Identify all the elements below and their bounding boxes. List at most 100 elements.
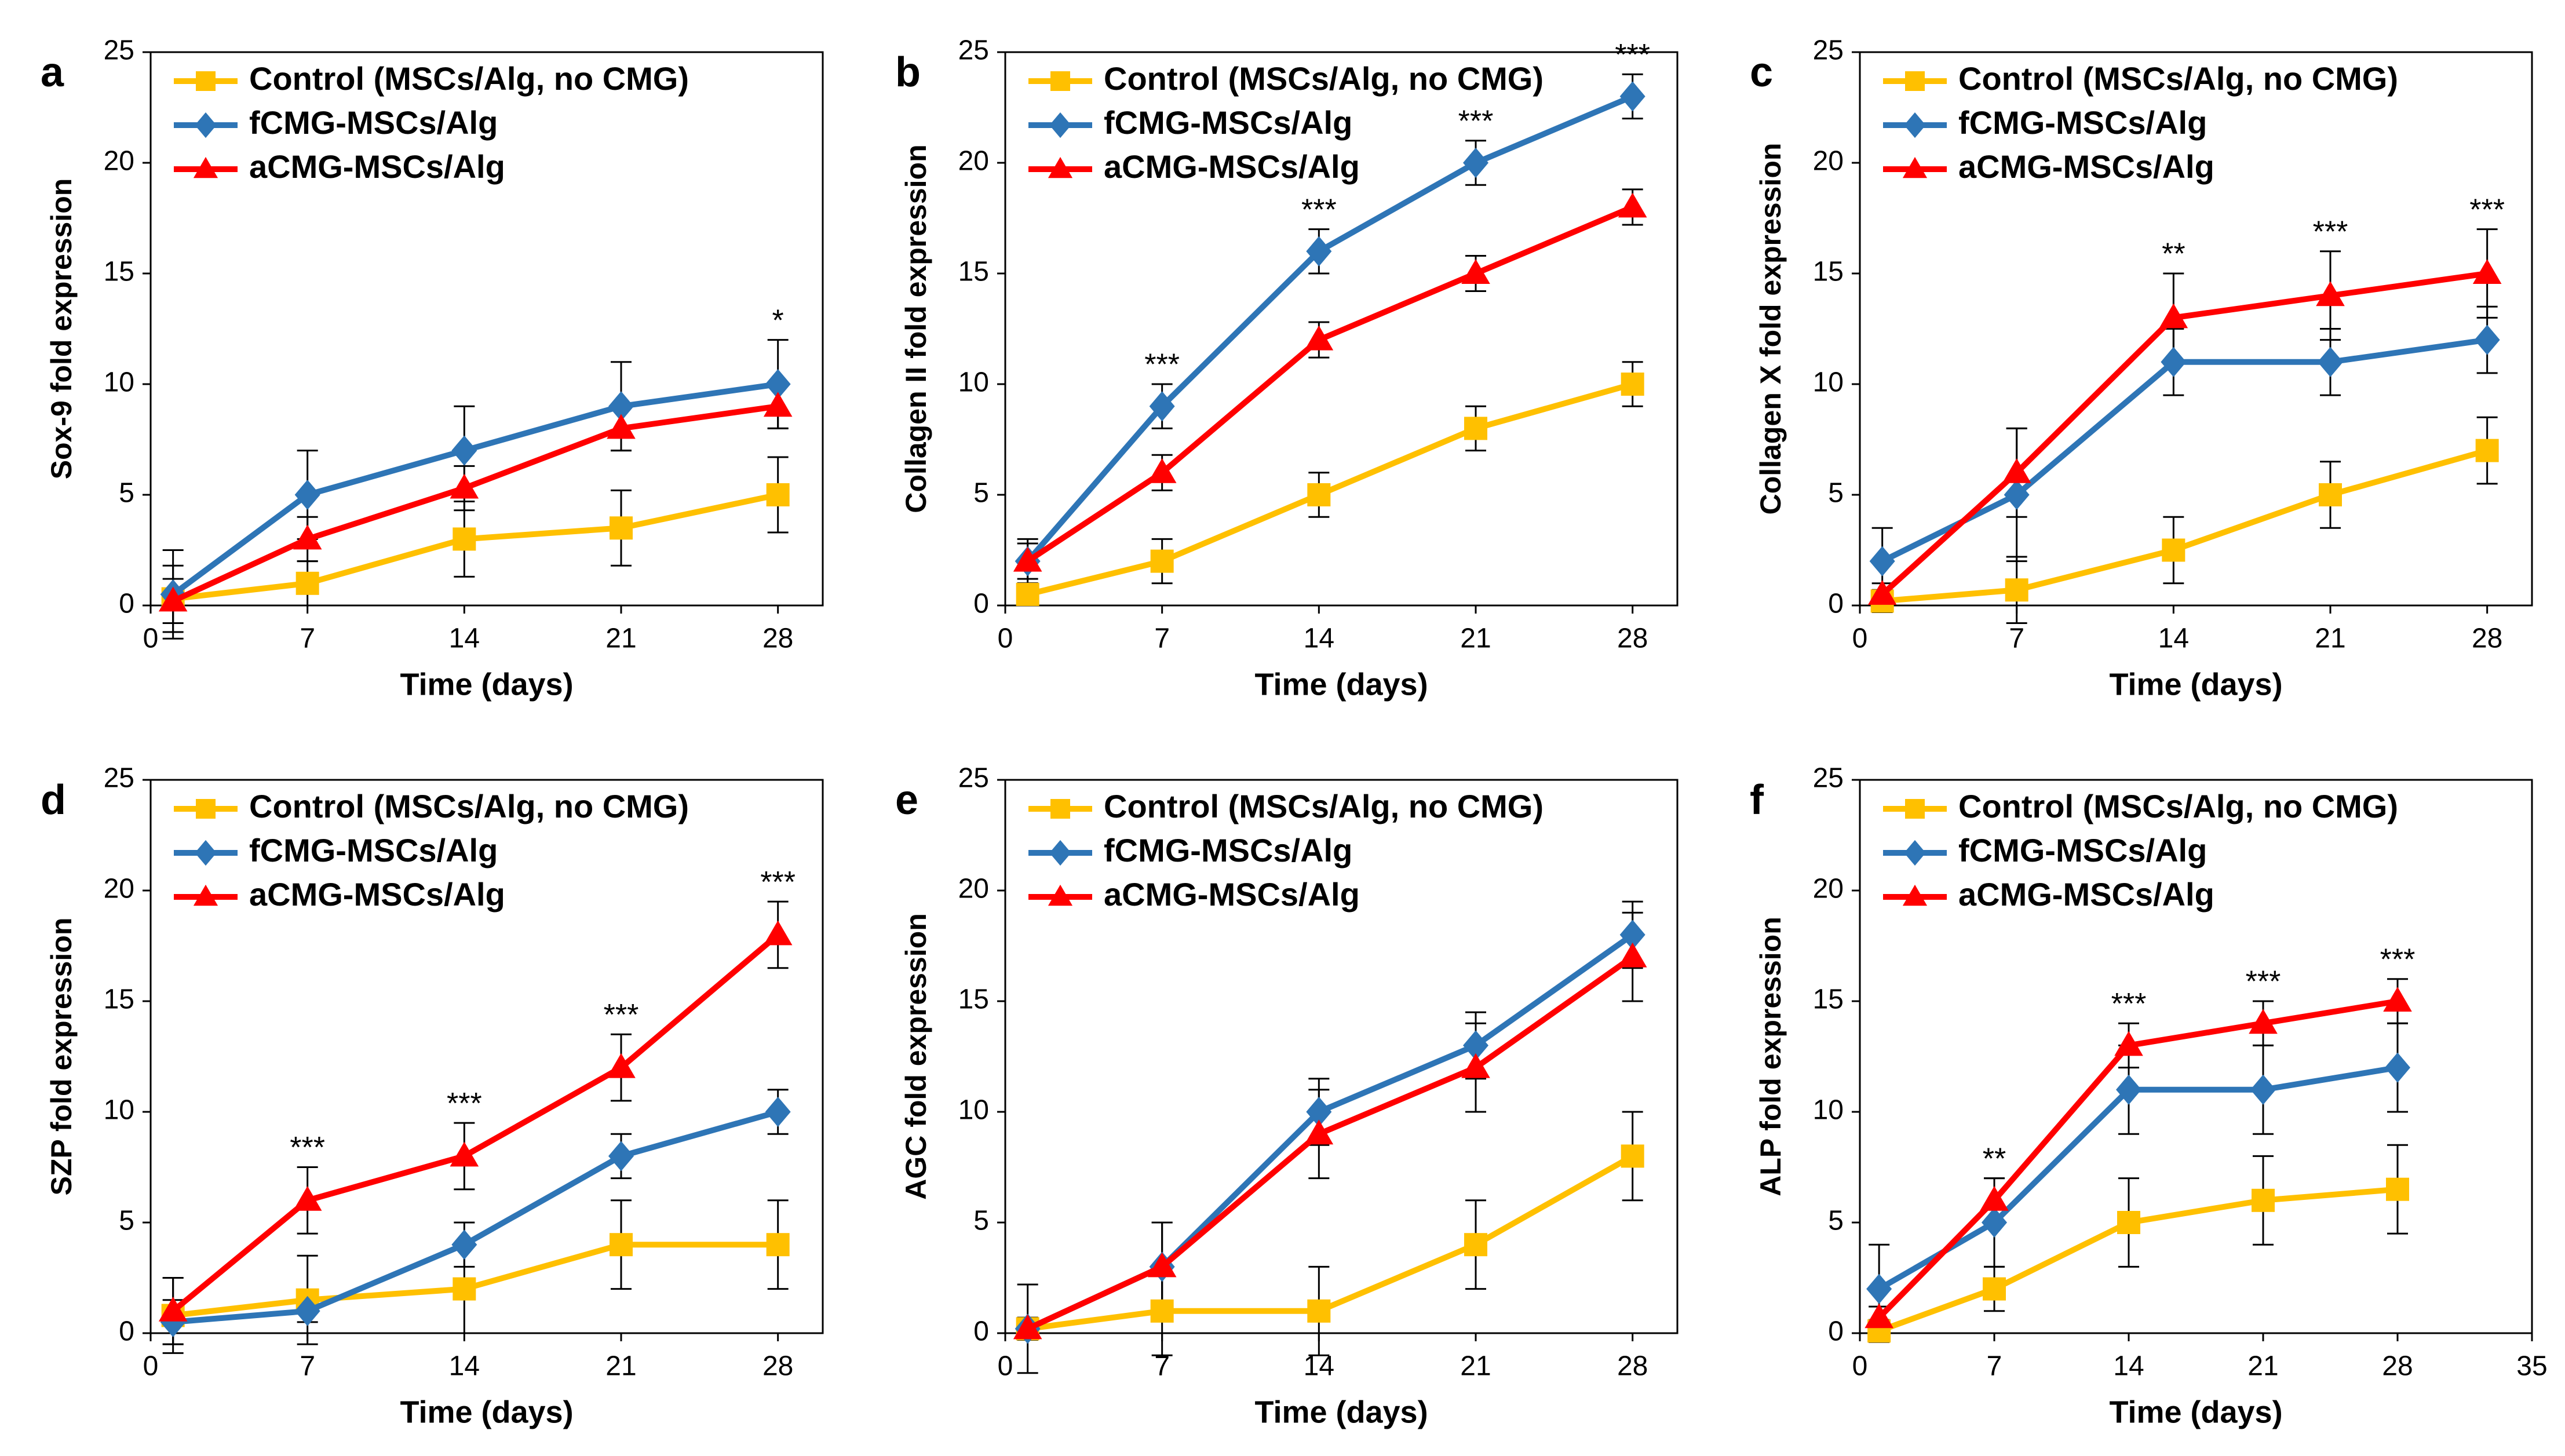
y-axis-label: Collagen II fold expression (900, 144, 932, 513)
y-tick-label: 15 (104, 257, 134, 287)
legend-label: Control (MSCs/Alg, no CMG) (1104, 60, 1544, 97)
marker (2159, 303, 2188, 329)
x-tick-label: 0 (143, 1351, 159, 1382)
significance-label: ** (1983, 1142, 2006, 1176)
marker (2114, 1031, 2143, 1056)
marker (1461, 259, 1490, 284)
legend-label: Control (MSCs/Alg, no CMG) (249, 788, 689, 824)
y-tick-label: 20 (1813, 874, 1844, 904)
legend-label: fCMG-MSCs/Alg (1958, 104, 2207, 141)
x-tick-label: 28 (1617, 1351, 1648, 1382)
marker (1304, 1119, 1334, 1145)
y-tick-label: 15 (1813, 257, 1844, 287)
marker (453, 527, 476, 551)
plot-frame (1004, 51, 1679, 607)
legend-label: aCMG-MSCs/Alg (1104, 148, 1360, 185)
y-tick-label: 15 (1813, 984, 1844, 1015)
marker (2383, 987, 2412, 1012)
x-tick-label: 0 (998, 1351, 1013, 1382)
marker (1307, 483, 1331, 506)
x-tick-label: 21 (1460, 1351, 1491, 1382)
marker (1147, 458, 1177, 483)
marker (293, 524, 322, 550)
x-axis-label: Time (days) (1254, 667, 1428, 702)
panel: b 0 5 10 15 20 25 0 7 14 21 28 Time (days) Collagen I… (895, 35, 1679, 702)
marker (2161, 346, 2187, 377)
legend-label: aCMG-MSCs/Alg (1958, 876, 2214, 913)
x-tick-label: 28 (762, 1351, 793, 1382)
x-tick-label: 28 (1617, 623, 1648, 654)
marker (1050, 71, 1070, 91)
marker (1619, 81, 1645, 112)
marker (1048, 884, 1073, 906)
x-tick-label: 7 (2009, 623, 2024, 654)
marker (294, 480, 320, 510)
panel: c 0 5 10 15 20 25 0 7 14 21 28 Time (days) Collagen X… (1750, 35, 2533, 702)
y-tick-label: 5 (1828, 1206, 1844, 1236)
x-tick-label: 7 (1987, 1351, 2002, 1382)
marker (1621, 373, 1644, 396)
panel-label: f (1750, 777, 1764, 823)
marker (1147, 1252, 1177, 1278)
series-line (1026, 204, 1634, 564)
x-tick-label: 7 (300, 623, 315, 654)
y-tick-label: 15 (104, 984, 134, 1015)
marker (1983, 1277, 2006, 1301)
legend-label: fCMG-MSCs/Alg (1104, 832, 1352, 869)
legend-label: Control (MSCs/Alg, no CMG) (249, 60, 689, 97)
marker (765, 1097, 791, 1127)
marker (2252, 1188, 2275, 1212)
significance-label: *** (2469, 193, 2505, 227)
marker (2002, 458, 2031, 483)
marker (196, 799, 216, 819)
marker (1866, 1273, 1892, 1304)
marker (1307, 1299, 1331, 1323)
marker (294, 1296, 320, 1326)
marker (1902, 156, 1928, 178)
x-tick-label: 0 (143, 623, 159, 654)
marker (1869, 546, 1895, 576)
y-tick-label: 0 (973, 589, 989, 619)
marker (1150, 549, 1174, 573)
marker (1464, 417, 1487, 440)
marker (2116, 1074, 2141, 1105)
marker (1867, 580, 1897, 605)
significance-label: *** (447, 1087, 482, 1121)
marker (607, 1053, 636, 1078)
marker (763, 392, 793, 417)
legend-label: Control (MSCs/Alg, no CMG) (1958, 788, 2398, 824)
marker (608, 1141, 634, 1172)
y-tick-label: 20 (104, 874, 134, 904)
marker (2474, 324, 2500, 355)
significance-label: *** (290, 1131, 325, 1165)
y-tick-label: 25 (104, 763, 134, 794)
plot-frame (149, 51, 824, 607)
marker (1048, 156, 1073, 178)
marker (293, 1186, 322, 1211)
legend-label: fCMG-MSCs/Alg (249, 832, 498, 869)
significance-label: *** (604, 998, 639, 1032)
x-axis-label: Time (days) (2109, 667, 2282, 702)
panel: a 0 5 10 15 20 25 0 7 14 21 28 Time (days) Sox-9 fold… (41, 35, 824, 702)
y-axis-label: AGC fold expression (900, 913, 932, 1200)
significance-label: *** (1458, 105, 1494, 138)
y-tick-label: 0 (119, 1316, 134, 1347)
x-tick-label: 0 (1852, 623, 1868, 654)
x-tick-label: 7 (1154, 623, 1170, 654)
marker (1865, 1303, 1893, 1329)
marker (1049, 112, 1071, 138)
marker (1150, 1299, 1174, 1323)
y-tick-label: 20 (958, 146, 989, 177)
y-tick-label: 10 (104, 367, 134, 398)
x-tick-label: 14 (2113, 1351, 2144, 1382)
y-tick-label: 25 (1813, 763, 1844, 794)
marker (196, 71, 216, 91)
marker (1618, 192, 1647, 218)
panel: f 0 5 10 15 20 25 0 7 14 21 28 35 Time (days) ALP fold… (1750, 763, 2548, 1430)
marker (765, 369, 791, 399)
plot-frame (149, 779, 824, 1334)
marker (1149, 391, 1175, 422)
marker (158, 586, 188, 612)
x-tick-label: 14 (449, 1351, 480, 1382)
